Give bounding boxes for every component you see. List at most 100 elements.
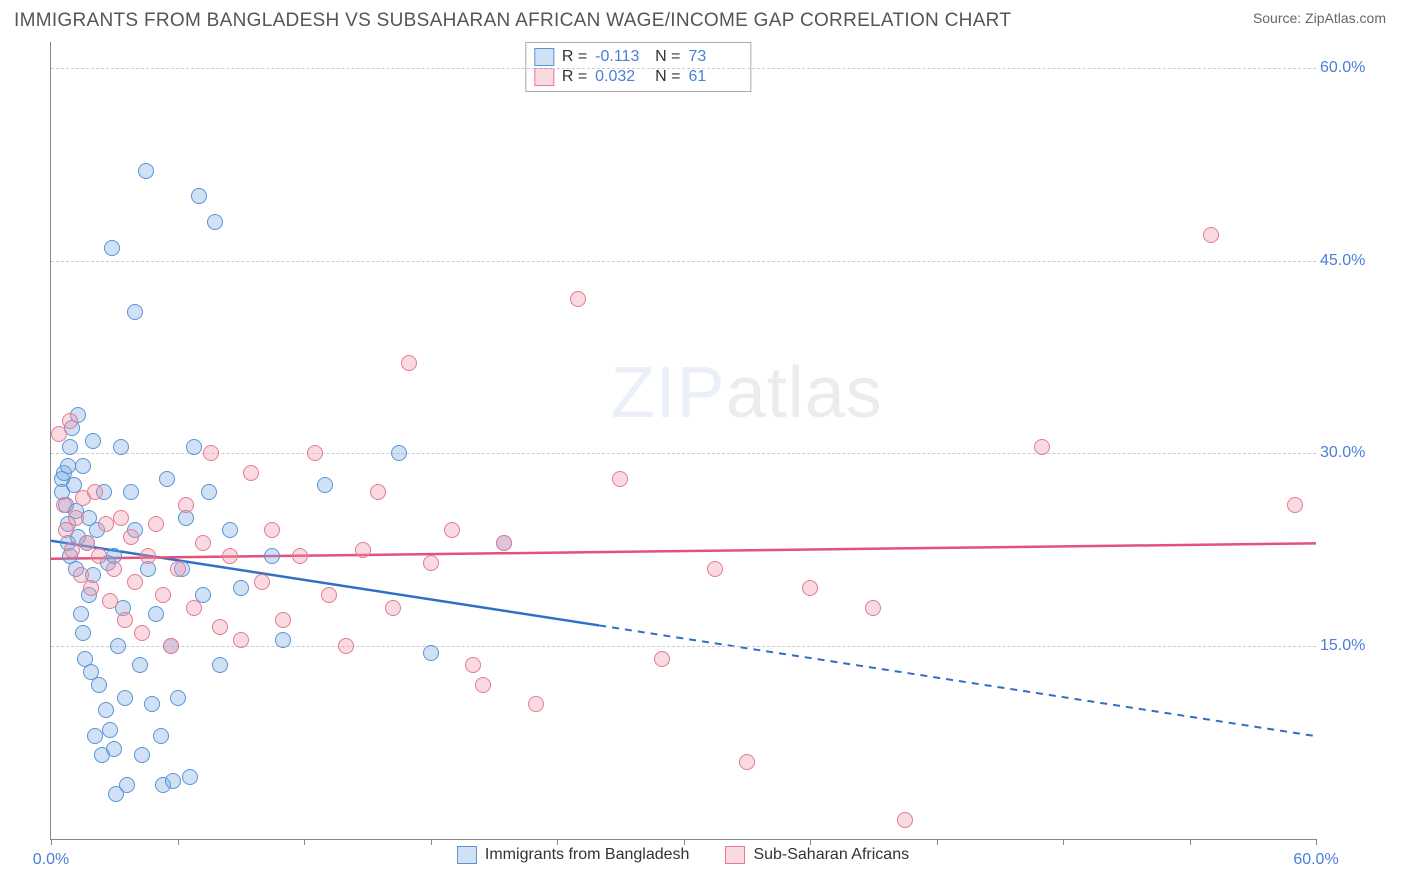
legend-item-subsaharan: Sub-Saharan Africans bbox=[725, 846, 909, 864]
data-point-subsaharan bbox=[195, 535, 211, 551]
data-point-bangladesh bbox=[75, 458, 91, 474]
data-point-subsaharan bbox=[338, 638, 354, 654]
data-point-subsaharan bbox=[465, 657, 481, 673]
data-point-subsaharan bbox=[243, 465, 259, 481]
series-legend: Immigrants from Bangladesh Sub-Saharan Af… bbox=[50, 846, 1316, 864]
data-point-subsaharan bbox=[321, 587, 337, 603]
swatch-subsaharan bbox=[534, 68, 554, 86]
data-point-subsaharan bbox=[106, 561, 122, 577]
data-point-bangladesh bbox=[87, 728, 103, 744]
data-point-bangladesh bbox=[201, 484, 217, 500]
data-point-bangladesh bbox=[106, 741, 122, 757]
data-point-bangladesh bbox=[73, 606, 89, 622]
data-point-subsaharan bbox=[98, 516, 114, 532]
data-point-bangladesh bbox=[391, 445, 407, 461]
data-point-bangladesh bbox=[110, 638, 126, 654]
data-point-subsaharan bbox=[233, 632, 249, 648]
data-point-subsaharan bbox=[79, 535, 95, 551]
data-point-subsaharan bbox=[385, 600, 401, 616]
data-point-bangladesh bbox=[423, 645, 439, 661]
y-tick-label: 60.0% bbox=[1320, 59, 1380, 77]
legend-label: Immigrants from Bangladesh bbox=[485, 846, 690, 864]
data-point-bangladesh bbox=[186, 439, 202, 455]
x-tick bbox=[51, 839, 52, 845]
data-point-subsaharan bbox=[123, 529, 139, 545]
data-point-subsaharan bbox=[475, 677, 491, 693]
data-point-subsaharan bbox=[140, 548, 156, 564]
y-tick-label: 15.0% bbox=[1320, 637, 1380, 655]
x-tick bbox=[937, 839, 938, 845]
r-label: R = bbox=[562, 68, 587, 86]
x-tick bbox=[1190, 839, 1191, 845]
data-point-bangladesh bbox=[138, 163, 154, 179]
swatch-subsaharan bbox=[725, 846, 745, 864]
data-point-subsaharan bbox=[1034, 439, 1050, 455]
data-point-subsaharan bbox=[178, 497, 194, 513]
data-point-bangladesh bbox=[127, 304, 143, 320]
data-point-bangladesh bbox=[102, 722, 118, 738]
plot-area: ZIPatlas R =-0.113N =73R =0.032N =61 15.… bbox=[50, 42, 1316, 840]
data-point-bangladesh bbox=[75, 625, 91, 641]
data-point-bangladesh bbox=[98, 702, 114, 718]
data-point-subsaharan bbox=[654, 651, 670, 667]
data-point-subsaharan bbox=[292, 548, 308, 564]
data-point-subsaharan bbox=[62, 413, 78, 429]
data-point-subsaharan bbox=[64, 542, 80, 558]
r-label: R = bbox=[562, 48, 587, 66]
data-point-subsaharan bbox=[707, 561, 723, 577]
data-point-subsaharan bbox=[212, 619, 228, 635]
data-point-bangladesh bbox=[132, 657, 148, 673]
trendline-extrapolated-bangladesh bbox=[599, 625, 1316, 736]
data-point-subsaharan bbox=[1287, 497, 1303, 513]
stats-row-subsaharan: R =0.032N =61 bbox=[534, 67, 741, 87]
data-point-subsaharan bbox=[102, 593, 118, 609]
data-point-bangladesh bbox=[170, 690, 186, 706]
x-tick bbox=[684, 839, 685, 845]
data-point-subsaharan bbox=[186, 600, 202, 616]
data-point-bangladesh bbox=[119, 777, 135, 793]
data-point-bangladesh bbox=[317, 477, 333, 493]
data-point-subsaharan bbox=[163, 638, 179, 654]
data-point-subsaharan bbox=[91, 548, 107, 564]
data-point-subsaharan bbox=[51, 426, 67, 442]
data-point-subsaharan bbox=[802, 580, 818, 596]
data-point-subsaharan bbox=[739, 754, 755, 770]
data-point-subsaharan bbox=[423, 555, 439, 571]
data-point-bangladesh bbox=[123, 484, 139, 500]
n-value: 73 bbox=[689, 48, 741, 66]
data-point-subsaharan bbox=[117, 612, 133, 628]
data-point-subsaharan bbox=[68, 510, 84, 526]
data-point-subsaharan bbox=[127, 574, 143, 590]
data-point-subsaharan bbox=[401, 355, 417, 371]
n-value: 61 bbox=[689, 68, 741, 86]
data-point-bangladesh bbox=[264, 548, 280, 564]
data-point-subsaharan bbox=[203, 445, 219, 461]
data-point-bangladesh bbox=[91, 677, 107, 693]
data-point-subsaharan bbox=[148, 516, 164, 532]
r-value: -0.113 bbox=[595, 48, 647, 66]
data-point-bangladesh bbox=[113, 439, 129, 455]
r-value: 0.032 bbox=[595, 68, 647, 86]
data-point-subsaharan bbox=[264, 522, 280, 538]
data-point-subsaharan bbox=[1203, 227, 1219, 243]
data-point-subsaharan bbox=[254, 574, 270, 590]
data-point-bangladesh bbox=[85, 433, 101, 449]
data-point-subsaharan bbox=[496, 535, 512, 551]
data-point-subsaharan bbox=[355, 542, 371, 558]
swatch-bangladesh bbox=[534, 48, 554, 66]
watermark: ZIPatlas bbox=[611, 352, 883, 434]
data-point-bangladesh bbox=[165, 773, 181, 789]
gridline bbox=[51, 68, 1316, 69]
y-tick-label: 45.0% bbox=[1320, 252, 1380, 270]
x-tick bbox=[1063, 839, 1064, 845]
x-tick bbox=[810, 839, 811, 845]
data-point-subsaharan bbox=[83, 580, 99, 596]
data-point-subsaharan bbox=[56, 497, 72, 513]
x-tick bbox=[178, 839, 179, 845]
x-tick bbox=[557, 839, 558, 845]
data-point-bangladesh bbox=[191, 188, 207, 204]
legend-label: Sub-Saharan Africans bbox=[753, 846, 909, 864]
data-point-bangladesh bbox=[233, 580, 249, 596]
trendline-subsaharan bbox=[51, 543, 1316, 558]
data-point-subsaharan bbox=[570, 291, 586, 307]
